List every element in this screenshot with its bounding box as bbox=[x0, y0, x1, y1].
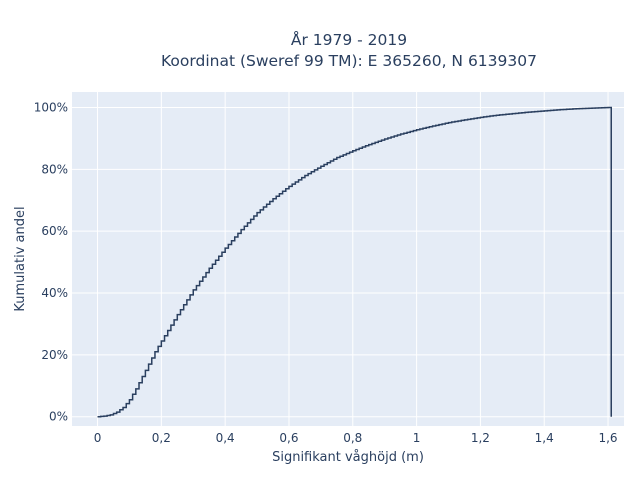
x-tick-label: 1 bbox=[413, 431, 421, 445]
x-tick-label: 0,4 bbox=[216, 431, 235, 445]
y-tick-label: 100% bbox=[34, 100, 68, 114]
y-axis-ticks: 0% 20% 40% 60% 80% 100% bbox=[34, 100, 68, 423]
x-axis-title: Signifikant våghöjd (m) bbox=[272, 450, 424, 465]
plot-area bbox=[72, 92, 624, 426]
x-axis-ticks: 0 0,2 0,4 0,6 0,8 1 1,2 1,4 1,6 bbox=[94, 431, 618, 445]
chart-title-line1: År 1979 - 2019 bbox=[291, 30, 407, 49]
x-grid bbox=[97, 92, 609, 426]
y-grid bbox=[72, 106, 624, 418]
x-tick-label: 0 bbox=[94, 431, 102, 445]
y-tick-label: 0% bbox=[49, 410, 68, 424]
x-tick-label: 1,4 bbox=[535, 431, 554, 445]
x-tick-label: 0,6 bbox=[279, 431, 298, 445]
x-tick-label: 0,8 bbox=[343, 431, 362, 445]
y-tick-label: 40% bbox=[41, 286, 68, 300]
x-tick-label: 1,2 bbox=[471, 431, 490, 445]
y-tick-label: 60% bbox=[41, 224, 68, 238]
chart-title-line2: Koordinat (Sweref 99 TM): E 365260, N 61… bbox=[161, 52, 537, 70]
x-tick-label: 0,2 bbox=[152, 431, 171, 445]
y-axis-title: Kumulativ andel bbox=[13, 206, 28, 311]
y-tick-label: 20% bbox=[41, 348, 68, 362]
x-tick-label: 1,6 bbox=[598, 431, 617, 445]
y-tick-label: 80% bbox=[41, 162, 68, 176]
cdf-step-line bbox=[97, 106, 612, 418]
